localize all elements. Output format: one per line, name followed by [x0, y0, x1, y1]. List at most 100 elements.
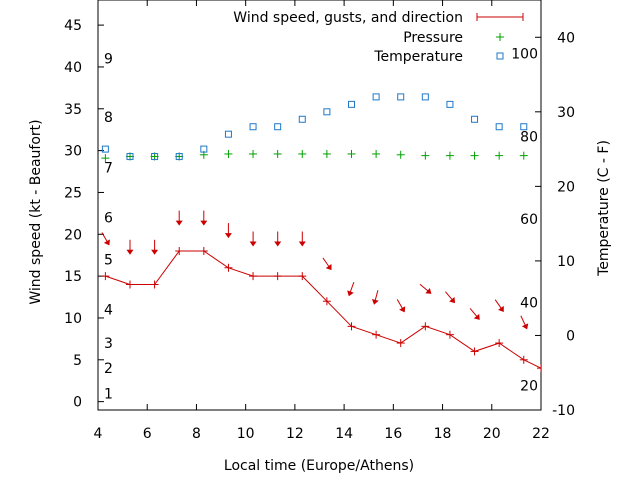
temperature-point: [397, 93, 405, 101]
wind-direction-arrow: [371, 290, 379, 305]
beaufort-label: 3: [104, 336, 113, 352]
wind-direction-arrow-head: [151, 249, 159, 255]
y-tick-label: 15: [64, 269, 82, 285]
wind-speed-point: [273, 272, 282, 281]
wind-speed-point: [396, 339, 405, 348]
wind-direction-arrow-head: [200, 220, 208, 226]
wind-direction-arrow-shaft: [494, 299, 502, 309]
fahrenheit-scale-labels: 20 40 60 80 100: [511, 47, 538, 395]
temperature-point: [298, 115, 306, 123]
temperature-point: [520, 123, 528, 131]
fahrenheit-label: 40: [520, 296, 538, 312]
y2-tick-label: 40: [557, 30, 575, 46]
y2-tick-label: -10: [552, 403, 575, 419]
wind-direction-arrow: [396, 299, 406, 313]
y2-tick-label: 0: [566, 328, 575, 344]
y-tick-label: 45: [64, 18, 82, 34]
temperature-point: [224, 130, 232, 138]
temperature-point: [151, 153, 159, 161]
legend-label-pressure: Pressure: [403, 30, 463, 46]
pressure-point: [421, 151, 430, 160]
y-tick-label: 20: [64, 227, 82, 243]
wind-direction-arrow-shaft: [419, 283, 429, 292]
wind-direction-arrow-shaft: [374, 290, 379, 301]
legend-label-temperature: Temperature: [373, 49, 463, 65]
y-tick-label: 40: [64, 60, 82, 76]
wind-direction-arrow-head: [371, 298, 379, 305]
wind-speed-point: [470, 347, 479, 356]
wind-direction-arrow-head: [126, 249, 134, 255]
temperature-point: [200, 145, 208, 153]
wind-speed-point: [445, 330, 454, 339]
wind-direction-arrow-shaft: [520, 315, 526, 326]
wind-direction-arrow: [445, 291, 456, 304]
wind-direction-arrow-shaft: [349, 281, 355, 293]
wind-direction-arrow-head: [103, 239, 110, 246]
x-tick-label: 10: [237, 426, 255, 442]
temperature-point: [421, 93, 429, 101]
y-tick-label: 35: [64, 102, 82, 118]
pressure-point: [322, 149, 331, 158]
wind-speed-point: [199, 247, 208, 256]
wind-direction-arrow-head: [449, 297, 456, 304]
fahrenheit-label: 60: [520, 212, 538, 228]
wind-speed-point: [372, 330, 381, 339]
pressure-point: [470, 151, 479, 160]
wind-direction-arrow-shaft: [396, 299, 404, 310]
temperature-point: [274, 123, 282, 131]
beaufort-label: 4: [104, 303, 113, 319]
series-layer: [101, 93, 541, 373]
wind-direction-arrow-head: [425, 287, 432, 294]
wind-speed-point: [519, 355, 528, 364]
wind-speed-point: [298, 272, 307, 281]
wind-direction-arrow-shaft: [445, 291, 453, 301]
temperature-point: [471, 115, 479, 123]
wind-direction-arrow-head: [498, 305, 504, 312]
beaufort-scale-labels: 1 2 3 4 5 6 7 8 9: [104, 52, 113, 403]
x-tick-label: 18: [434, 426, 452, 442]
beaufort-label: 5: [104, 252, 113, 268]
wind-direction-arrow: [249, 231, 257, 247]
beaufort-label: 8: [104, 110, 113, 126]
wind-direction-arrow: [175, 210, 183, 226]
wind-speed-point: [495, 339, 504, 348]
beaufort-label: 6: [104, 211, 113, 227]
temperature-point: [347, 100, 355, 108]
beaufort-label: 2: [104, 361, 113, 377]
wind-speed-point: [150, 280, 159, 289]
pressure-point: [495, 151, 504, 160]
wind-direction-arrow-head: [224, 233, 232, 239]
beaufort-label: 1: [104, 386, 113, 402]
wind-direction-arrow-head: [347, 290, 354, 297]
pressure-point: [249, 149, 258, 158]
y2-tick-label: 20: [557, 179, 575, 195]
wind-direction-arrow: [200, 210, 208, 226]
wind-direction-arrow: [419, 283, 432, 294]
x-tick-label: 6: [143, 426, 152, 442]
y2-axis-title: Temperature (C - F): [596, 140, 612, 277]
pressure-point: [273, 149, 282, 158]
temperature-point: [323, 108, 331, 116]
y2-tick-label: 30: [557, 105, 575, 121]
wind-direction-arrow-shaft: [469, 308, 478, 318]
y2-tick-labels: -10 0 10 20 30 40: [552, 30, 575, 419]
x-tick-label: 16: [384, 426, 402, 442]
wind-direction-arrow: [101, 232, 110, 246]
wind-direction-arrow-head: [325, 264, 332, 271]
beaufort-label: 9: [104, 52, 113, 68]
wind-direction-arrow-head: [175, 220, 183, 226]
temperature-point: [101, 145, 109, 153]
y2-tick-label: 10: [557, 254, 575, 270]
wind-direction-arrow-head: [521, 323, 529, 330]
wind-direction-arrow: [322, 257, 332, 271]
wind-speed-point: [224, 263, 233, 272]
y-tick-label: 30: [64, 144, 82, 160]
x-tick-label: 22: [532, 426, 550, 442]
wind-speed-point: [101, 272, 110, 281]
temperature-point: [249, 123, 257, 131]
wind-direction-arrow-head: [249, 241, 257, 247]
pressure-point: [347, 149, 356, 158]
x-tick-label: 4: [94, 426, 103, 442]
x-tick-label: 8: [192, 426, 201, 442]
y-axis-title: Wind speed (kt - Beaufort): [28, 119, 44, 304]
